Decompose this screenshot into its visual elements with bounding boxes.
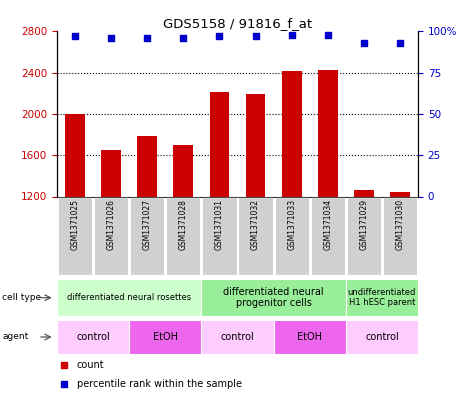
Point [360,40,368,46]
Bar [57,320,129,354]
Bar [202,196,237,275]
Text: control: control [365,332,399,342]
Text: GSM1371033: GSM1371033 [287,199,296,250]
Text: GSM1371032: GSM1371032 [251,199,260,250]
Bar [58,196,92,275]
Bar [137,136,157,196]
Text: GSM1371030: GSM1371030 [396,199,404,250]
Bar [65,114,85,196]
Text: agent: agent [2,332,28,342]
Bar [311,196,345,275]
Point [252,33,259,40]
Bar [130,196,164,275]
Point [180,35,187,41]
Bar [209,92,229,196]
Bar [94,196,128,275]
Text: control: control [76,332,110,342]
Text: GSM1371034: GSM1371034 [323,199,332,250]
Bar [390,192,410,196]
Bar [201,279,346,316]
Point [324,31,332,38]
Bar [347,196,381,275]
Bar [346,279,418,316]
Text: EtOH: EtOH [153,332,178,342]
Bar [166,196,200,275]
Text: GSM1371029: GSM1371029 [360,199,368,250]
Text: percentile rank within the sample: percentile rank within the sample [77,379,242,389]
Bar [318,70,338,196]
Bar [346,320,418,354]
Point [71,33,79,40]
Text: control: control [220,332,255,342]
Bar [238,196,273,275]
Text: GSM1371028: GSM1371028 [179,199,188,250]
Text: GSM1371027: GSM1371027 [143,199,152,250]
Bar [275,196,309,275]
Bar [246,94,266,196]
Bar [282,71,302,196]
Text: undifferentiated
H1 hESC parent: undifferentiated H1 hESC parent [348,288,416,307]
Text: differentiated neural
progenitor cells: differentiated neural progenitor cells [223,287,324,309]
Bar [383,196,417,275]
Bar [354,190,374,196]
Text: GSM1371031: GSM1371031 [215,199,224,250]
Point [288,31,295,38]
Text: cell type: cell type [2,293,41,302]
Text: GSM1371026: GSM1371026 [107,199,115,250]
Point [143,35,151,41]
Point [396,40,404,46]
Title: GDS5158 / 91816_f_at: GDS5158 / 91816_f_at [163,17,312,30]
Text: count: count [77,360,104,370]
Text: EtOH: EtOH [297,332,322,342]
Bar [173,145,193,196]
Bar [129,320,201,354]
Bar [101,150,121,196]
Point [216,33,223,40]
Text: differentiated neural rosettes: differentiated neural rosettes [67,293,191,302]
Bar [201,320,274,354]
Bar [57,279,201,316]
Text: GSM1371025: GSM1371025 [71,199,79,250]
Point [107,35,115,41]
Bar [274,320,346,354]
